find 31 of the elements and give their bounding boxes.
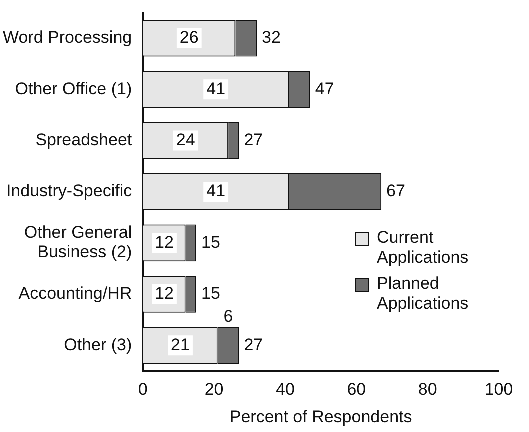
y-tick-label: Spreadsheet <box>36 130 132 150</box>
x-tick-label: 20 <box>204 380 224 400</box>
x-axis-title: Percent of Respondents <box>230 407 412 426</box>
total-label: 32 <box>262 28 281 48</box>
total-label: 27 <box>244 335 264 354</box>
y-tick-label: Other Office (1) <box>15 79 132 98</box>
total-label: 47 <box>315 79 334 98</box>
x-tick-label: 100 <box>484 380 514 400</box>
y-tick-label: Word Processing <box>2 28 132 48</box>
data-label: 41 <box>206 79 226 98</box>
data-label: 24 <box>176 130 196 150</box>
x-tick-label: 40 <box>276 380 295 400</box>
y-tick-label: Industry-Specific <box>6 182 133 201</box>
data-label: 26 <box>180 28 199 48</box>
data-label: 6 <box>224 306 234 326</box>
total-label: 15 <box>202 284 220 304</box>
data-label: 21 <box>171 335 190 354</box>
y-tick-label: Accounting/HR <box>18 284 132 304</box>
legend-label: Current Applications <box>377 228 469 268</box>
y-tick-label: Other General Business (2) <box>24 223 132 262</box>
x-tick-label: 80 <box>418 380 438 400</box>
y-tick-label: Other (3) <box>64 335 132 354</box>
data-label: 12 <box>155 284 174 304</box>
total-label: 27 <box>244 130 264 150</box>
x-tick-label: 60 <box>347 380 366 400</box>
x-tick-label: 0 <box>138 380 148 400</box>
legend-label: Planned Applications <box>377 274 469 314</box>
data-label: 41 <box>206 182 226 201</box>
data-label: 12 <box>155 232 174 252</box>
total-label: 15 <box>202 232 220 252</box>
total-label: 67 <box>386 182 406 201</box>
